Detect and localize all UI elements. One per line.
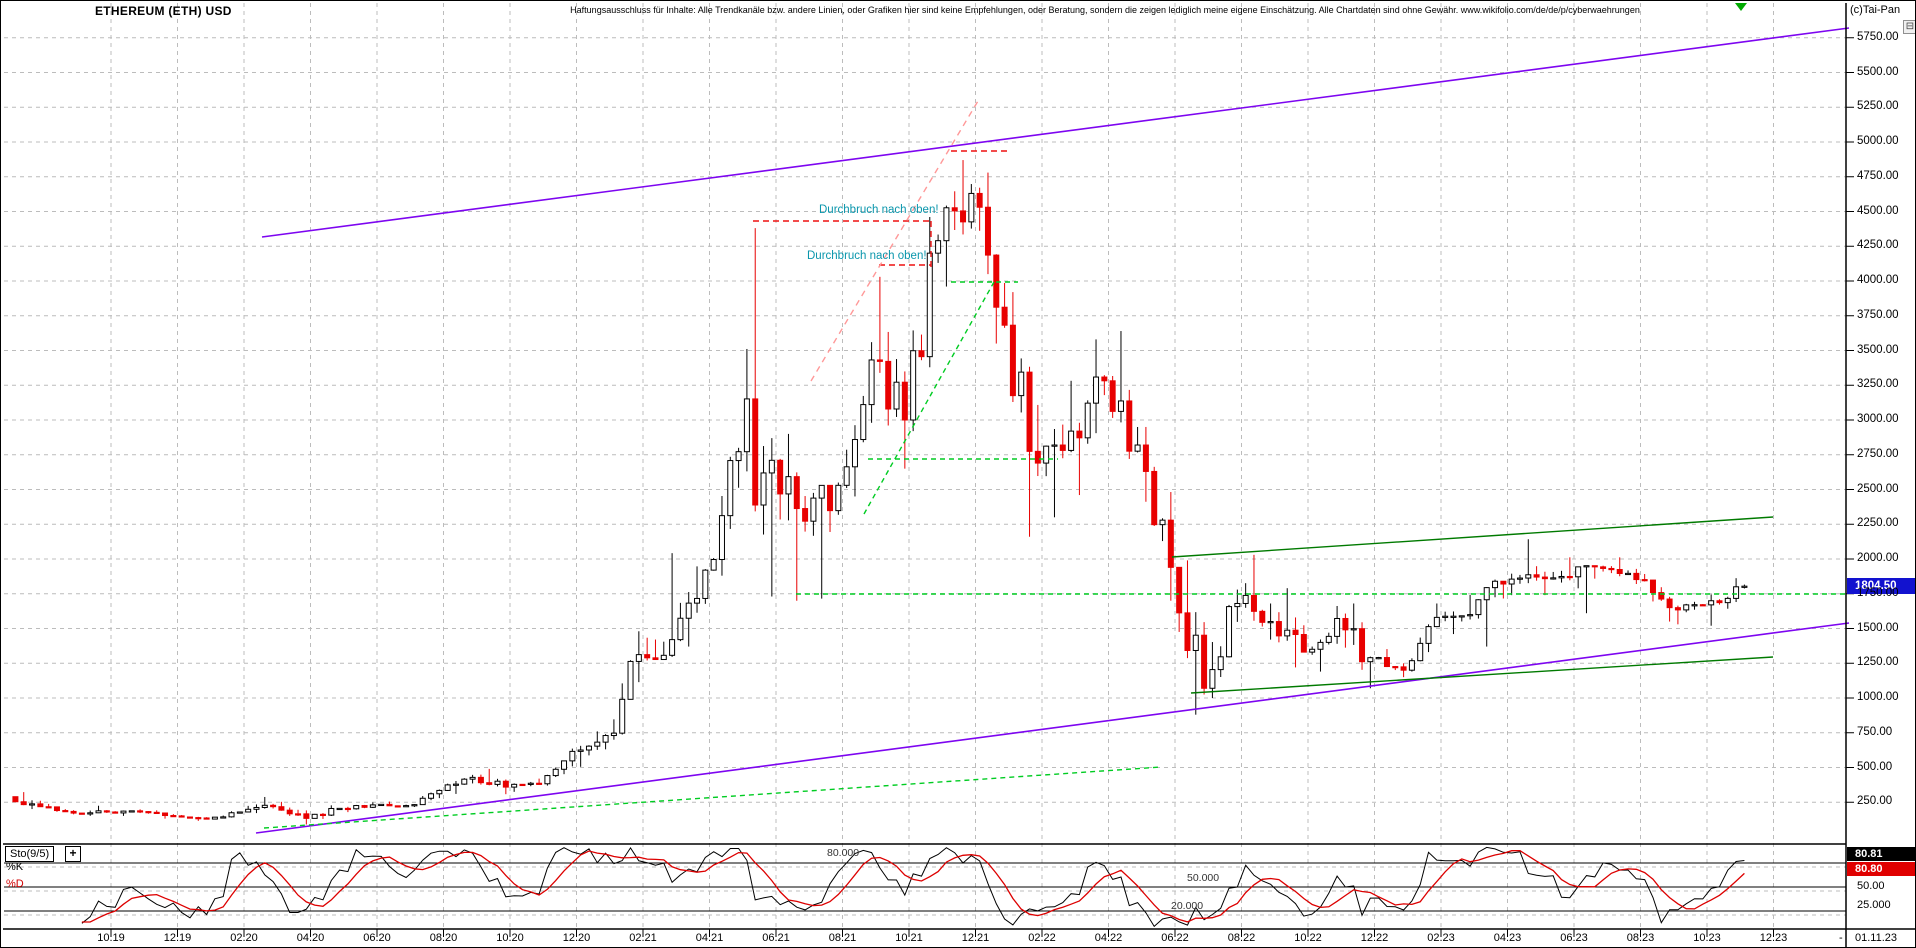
collapse-axis-icon[interactable]: ⊟ <box>1903 20 1915 34</box>
price-tick-label: 2000.00 <box>1857 552 1899 564</box>
price-tick-label: 3000.00 <box>1857 413 1899 425</box>
price-tick-label: 3250.00 <box>1857 378 1899 391</box>
price-tick-label: 5750.00 <box>1857 30 1899 43</box>
price-tick-label: 4750.00 <box>1857 169 1899 182</box>
current-price-badge: 1804.50 <box>1847 578 1915 594</box>
steep-uptrend <box>810 100 979 382</box>
date-tick-label: 12.19 <box>163 932 192 944</box>
stochastic-k-label: %K <box>6 861 24 873</box>
copyright-label: (c)Tai-Pan <box>1850 4 1901 16</box>
green-channel-bottom <box>1190 656 1774 694</box>
date-tick-label: 10.21 <box>895 932 923 944</box>
price-tick-label: 250.00 <box>1857 795 1893 808</box>
price-tick-label: 2250.00 <box>1857 517 1899 530</box>
price-tick-label: 3500.00 <box>1857 343 1899 356</box>
purple-channel-bottom <box>255 622 1850 834</box>
current-date-label: 01.11.23 <box>1855 932 1898 944</box>
date-tick-label: 08.23 <box>1626 932 1655 944</box>
sto-level-label: 80.000 <box>827 847 860 859</box>
date-tick-label: 04.20 <box>296 932 325 944</box>
price-tick-label: 750.00 <box>1857 725 1893 738</box>
price-tick-label: 2500.00 <box>1857 482 1899 495</box>
stochastic-curves <box>81 846 1745 928</box>
date-tick-label: 06.21 <box>762 932 790 944</box>
trendlines <box>255 27 1850 834</box>
date-separator: - <box>1839 932 1843 944</box>
price-tick-label: 3750.00 <box>1857 308 1899 321</box>
chart-title: ETHEREUM (ETH) USD <box>95 4 232 18</box>
stochastic-k-value-badge: 80.81 <box>1847 847 1915 861</box>
price-tick-label: 1500.00 <box>1857 621 1899 634</box>
indicator-label[interactable]: Sto(9/5) <box>5 846 55 862</box>
date-tick-label: 12.23 <box>1759 932 1788 944</box>
date-tick-label: 08.21 <box>828 932 857 944</box>
candles <box>12 160 1748 825</box>
price-tick-label: 5500.00 <box>1857 65 1899 78</box>
green-channel-top <box>1171 516 1774 558</box>
price-tick-label: 4000.00 <box>1857 274 1899 286</box>
sto-axis-tick-50: 50.00 <box>1857 880 1885 892</box>
sto-axis-tick-25: 25.000 <box>1857 899 1891 911</box>
price-tick-label: 4250.00 <box>1857 239 1899 252</box>
date-tick-label: 10.22 <box>1294 932 1322 944</box>
date-tick-label: 10.20 <box>496 932 524 944</box>
date-tick-label: 02.22 <box>1028 932 1056 944</box>
stochastic-d-label: %D <box>6 878 24 890</box>
date-tick-label: 10.19 <box>97 932 125 944</box>
date-tick-label: 10.23 <box>1693 932 1721 944</box>
gridlines <box>4 3 1846 929</box>
price-tick-label: 2750.00 <box>1857 447 1899 460</box>
disclaimer-text: Haftungsausschluss für Inhalte: Alle Tre… <box>570 5 1640 15</box>
date-tick-label: 08.22 <box>1227 932 1256 944</box>
date-tick-label: 04.22 <box>1094 932 1123 944</box>
date-tick-label: 12.20 <box>562 932 591 944</box>
breakout-annotation: Durchbruch nach oben! <box>819 204 939 216</box>
date-tick-label: 02.23 <box>1427 932 1455 944</box>
date-tick-label: 02.20 <box>230 932 258 944</box>
price-tick-label: 1750.00 <box>1857 586 1899 599</box>
sto-level-label: 50.000 <box>1187 872 1220 884</box>
price-tick-label: 1250.00 <box>1857 656 1899 669</box>
indicator-add-icon[interactable]: + <box>65 846 81 862</box>
date-tick-label: 06.23 <box>1560 932 1588 944</box>
price-tick-label: 5000.00 <box>1857 135 1899 147</box>
frame <box>3 3 1915 947</box>
date-tick-label: 04.23 <box>1493 932 1522 944</box>
date-tick-label: 08.20 <box>429 932 458 944</box>
stochastic-d-value-badge: 80.80 <box>1847 862 1915 876</box>
price-tick-label: 1000.00 <box>1857 691 1899 703</box>
date-tick-label: 12.22 <box>1360 932 1389 944</box>
date-tick-label: 04.21 <box>695 932 724 944</box>
support-diagonal <box>263 766 1162 829</box>
date-tick-label: 02.21 <box>629 932 657 944</box>
sto-level-label: 20.000 <box>1171 900 1204 912</box>
breakout-annotation: Durchbruch nach oben! <box>807 250 927 262</box>
date-tick-label: 06.22 <box>1161 932 1189 944</box>
price-tick-label: 5250.00 <box>1857 100 1899 113</box>
date-tick-label: 12.21 <box>961 932 990 944</box>
price-tick-label: 500.00 <box>1857 760 1893 773</box>
price-tick-label: 4500.00 <box>1857 204 1899 217</box>
current-date-marker-icon <box>1735 3 1747 11</box>
date-tick-label: 06.20 <box>363 932 391 944</box>
purple-channel-top <box>261 27 1850 238</box>
